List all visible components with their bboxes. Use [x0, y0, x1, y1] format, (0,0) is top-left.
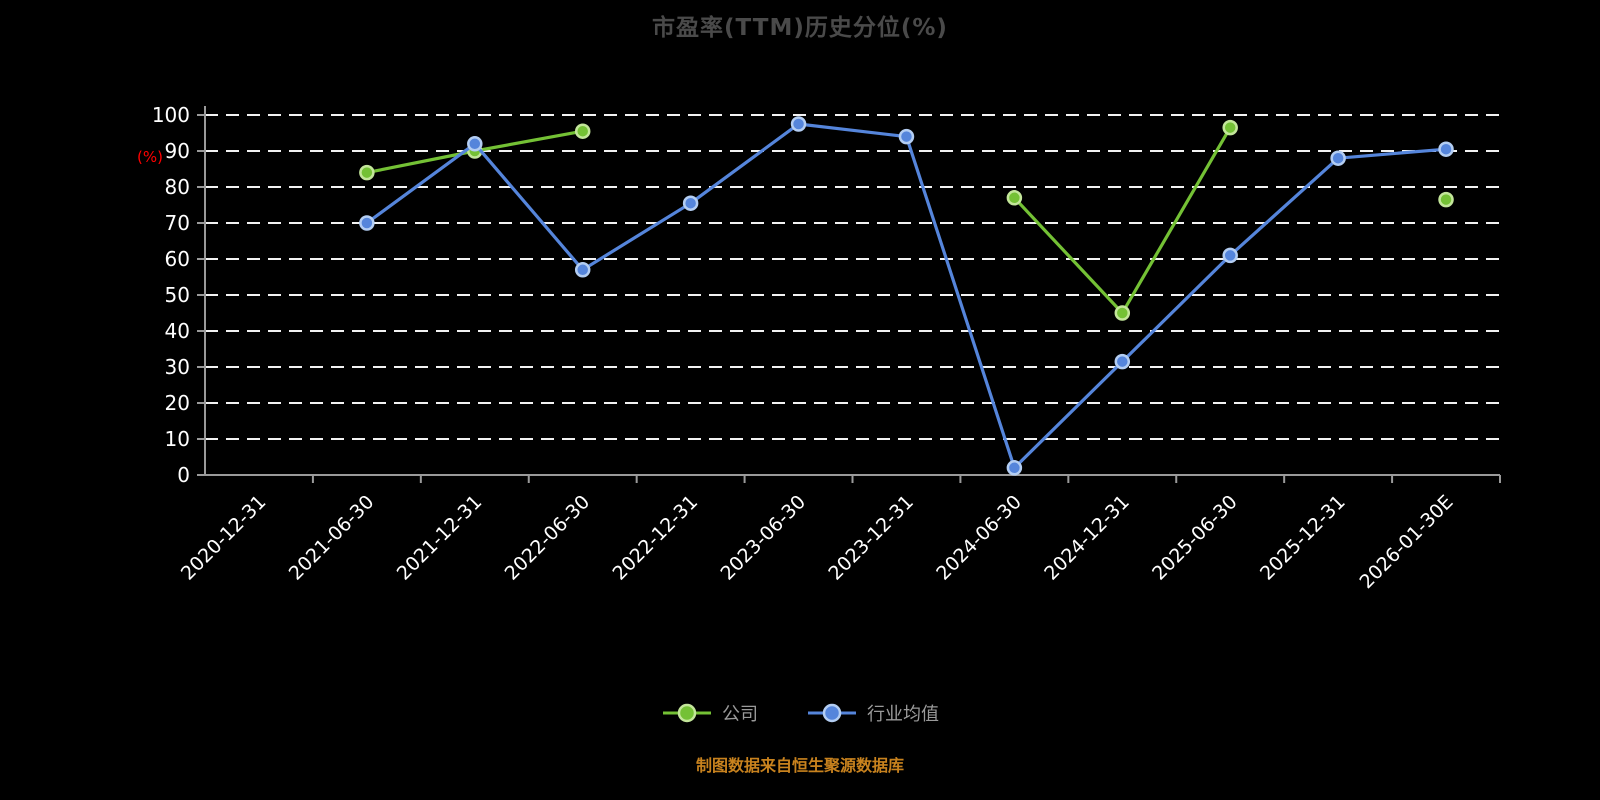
svg-text:2024-12-31: 2024-12-31 — [1040, 491, 1134, 585]
chart-title: 市盈率(TTM)历史分位(%) — [652, 15, 948, 41]
svg-text:40: 40 — [165, 319, 190, 343]
svg-text:2026-01-30E: 2026-01-30E — [1355, 491, 1457, 593]
svg-text:2021-06-30: 2021-06-30 — [285, 491, 379, 585]
legend-label-company: 公司 — [722, 704, 758, 725]
svg-text:70: 70 — [165, 211, 190, 235]
legend-item-company[interactable]: 公司 — [661, 700, 758, 726]
svg-text:2025-06-30: 2025-06-30 — [1148, 491, 1242, 585]
svg-text:60: 60 — [165, 247, 190, 271]
svg-text:2022-06-30: 2022-06-30 — [501, 491, 595, 585]
svg-text:2022-12-31: 2022-12-31 — [609, 491, 703, 585]
svg-text:2023-12-31: 2023-12-31 — [824, 491, 918, 585]
svg-text:80: 80 — [165, 175, 190, 199]
svg-text:2021-12-31: 2021-12-31 — [393, 491, 487, 585]
svg-text:100: 100 — [152, 103, 190, 127]
svg-text:10: 10 — [165, 427, 190, 451]
legend-item-industry-average[interactable]: 行业均值 — [806, 700, 939, 726]
data-source-note: 制图数据来自恒生聚源数据库 — [695, 756, 904, 775]
svg-text:90: 90 — [165, 139, 190, 163]
svg-text:(%): (%) — [137, 148, 163, 166]
svg-text:50: 50 — [165, 283, 190, 307]
svg-text:2020-12-31: 2020-12-31 — [177, 491, 271, 585]
svg-text:20: 20 — [165, 391, 190, 415]
legend-label-industry-average: 行业均值 — [867, 704, 939, 725]
legend-marker-industry-average-icon — [808, 703, 856, 723]
legend: 公司 行业均值 — [0, 700, 1600, 726]
svg-text:2025-12-31: 2025-12-31 — [1256, 491, 1350, 585]
svg-text:0: 0 — [177, 463, 190, 487]
legend-marker-company-icon — [663, 703, 711, 723]
svg-text:2024-06-30: 2024-06-30 — [932, 491, 1026, 585]
svg-text:2023-06-30: 2023-06-30 — [716, 491, 810, 585]
svg-text:30: 30 — [165, 355, 190, 379]
